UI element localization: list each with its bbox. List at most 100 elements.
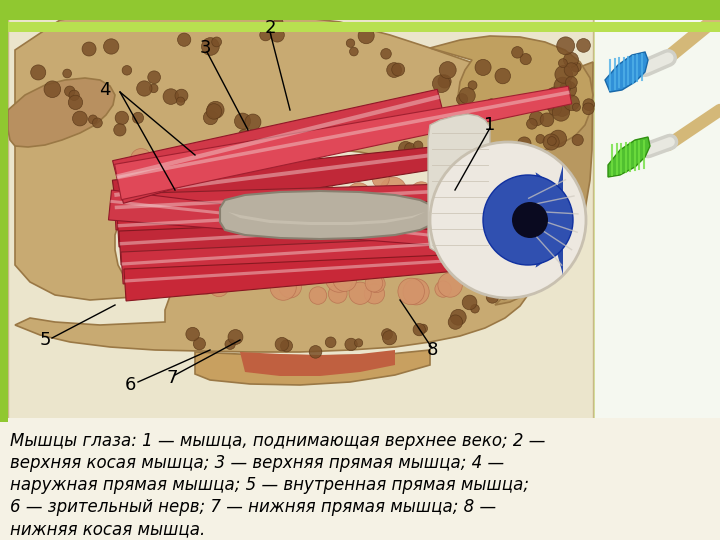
Circle shape (536, 134, 545, 143)
Polygon shape (114, 147, 480, 197)
Polygon shape (122, 240, 472, 266)
Circle shape (380, 177, 407, 204)
Circle shape (552, 104, 570, 121)
Circle shape (270, 274, 296, 300)
Circle shape (382, 329, 392, 340)
Circle shape (185, 254, 206, 274)
Circle shape (559, 81, 577, 98)
Circle shape (372, 171, 390, 187)
Circle shape (238, 256, 258, 276)
Polygon shape (117, 204, 478, 227)
Circle shape (420, 232, 430, 241)
Circle shape (225, 339, 235, 349)
Circle shape (526, 118, 537, 129)
Bar (0, 0, 720, 20)
Circle shape (377, 228, 388, 240)
Circle shape (264, 147, 292, 174)
Circle shape (557, 37, 575, 55)
Circle shape (540, 113, 554, 127)
Circle shape (515, 271, 527, 284)
Circle shape (471, 305, 480, 313)
Circle shape (132, 153, 148, 170)
Circle shape (577, 38, 590, 52)
Circle shape (319, 230, 327, 238)
Circle shape (369, 124, 384, 139)
Circle shape (426, 253, 435, 262)
Circle shape (172, 147, 189, 164)
Circle shape (426, 150, 436, 160)
Circle shape (270, 28, 284, 42)
Circle shape (288, 179, 314, 205)
Circle shape (482, 163, 493, 174)
Circle shape (148, 71, 161, 84)
Text: верхняя косая мышца; 3 — верхняя прямая мышца; 4 —: верхняя косая мышца; 3 — верхняя прямая … (10, 454, 504, 472)
Circle shape (365, 274, 383, 292)
Polygon shape (8, 78, 115, 147)
Circle shape (410, 182, 433, 204)
Polygon shape (117, 91, 570, 179)
Circle shape (250, 241, 261, 253)
Circle shape (483, 175, 573, 265)
Polygon shape (112, 89, 443, 204)
Polygon shape (15, 212, 535, 352)
Circle shape (468, 81, 477, 90)
Circle shape (114, 124, 126, 136)
Circle shape (89, 115, 97, 124)
Circle shape (436, 152, 450, 167)
Circle shape (368, 275, 385, 293)
Polygon shape (110, 200, 436, 237)
Circle shape (186, 327, 199, 341)
Circle shape (549, 103, 562, 116)
Polygon shape (428, 114, 490, 258)
Circle shape (572, 103, 580, 111)
Circle shape (520, 53, 531, 65)
Polygon shape (536, 165, 563, 275)
Polygon shape (124, 254, 469, 301)
Circle shape (564, 52, 578, 68)
Circle shape (554, 77, 571, 94)
Circle shape (178, 33, 191, 46)
Circle shape (292, 180, 319, 207)
Circle shape (246, 155, 270, 179)
Circle shape (387, 63, 402, 77)
Circle shape (399, 141, 413, 156)
Text: 8: 8 (426, 341, 438, 359)
Circle shape (244, 166, 268, 191)
Circle shape (373, 195, 401, 223)
Circle shape (382, 330, 397, 345)
Bar (0, 418, 720, 540)
Polygon shape (116, 94, 440, 179)
Circle shape (513, 258, 521, 266)
Text: 7: 7 (166, 369, 178, 387)
Polygon shape (120, 221, 475, 246)
Circle shape (583, 99, 595, 111)
Polygon shape (114, 86, 572, 200)
Circle shape (510, 172, 521, 183)
Circle shape (163, 89, 179, 104)
Circle shape (137, 81, 152, 96)
Circle shape (275, 338, 289, 351)
Circle shape (260, 29, 271, 41)
Circle shape (325, 337, 336, 348)
Polygon shape (114, 187, 480, 210)
Circle shape (263, 236, 274, 248)
Polygon shape (430, 36, 593, 152)
Circle shape (467, 126, 483, 142)
Circle shape (410, 230, 421, 241)
Polygon shape (195, 350, 430, 385)
Circle shape (202, 38, 220, 56)
Text: 3: 3 (199, 39, 211, 57)
Circle shape (459, 158, 474, 172)
Polygon shape (240, 350, 395, 376)
Polygon shape (119, 217, 475, 265)
Circle shape (487, 99, 496, 107)
Circle shape (500, 291, 509, 300)
Polygon shape (117, 199, 479, 247)
Circle shape (274, 18, 283, 28)
Circle shape (346, 39, 355, 48)
Circle shape (459, 154, 472, 168)
Circle shape (212, 37, 222, 47)
Circle shape (459, 87, 475, 104)
Circle shape (328, 285, 347, 303)
Circle shape (543, 134, 559, 150)
